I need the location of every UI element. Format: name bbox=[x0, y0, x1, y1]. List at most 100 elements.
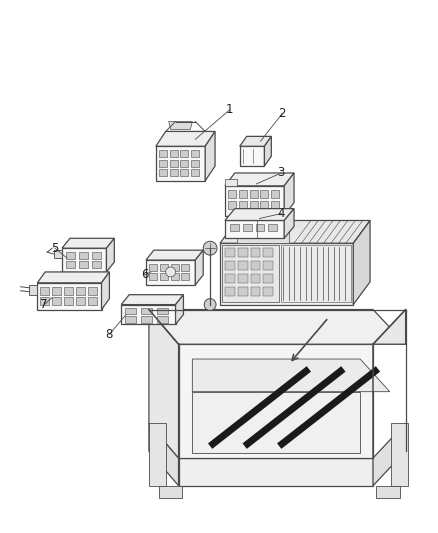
Polygon shape bbox=[237, 221, 289, 243]
Circle shape bbox=[166, 267, 176, 277]
Polygon shape bbox=[240, 146, 265, 166]
Bar bbox=[225, 248, 235, 257]
Polygon shape bbox=[149, 310, 406, 344]
Bar bbox=[263, 261, 273, 270]
Polygon shape bbox=[240, 136, 271, 146]
Polygon shape bbox=[106, 238, 114, 272]
Bar bbox=[243, 224, 251, 231]
Bar bbox=[160, 273, 168, 280]
Text: 8: 8 bbox=[106, 328, 113, 341]
Polygon shape bbox=[225, 179, 237, 186]
Bar bbox=[238, 287, 247, 296]
Polygon shape bbox=[205, 132, 215, 181]
Bar bbox=[261, 190, 268, 198]
Bar bbox=[52, 287, 61, 295]
Bar bbox=[271, 201, 279, 208]
Polygon shape bbox=[265, 136, 271, 166]
Bar bbox=[228, 201, 236, 208]
Polygon shape bbox=[149, 423, 179, 486]
Bar bbox=[250, 201, 258, 208]
Bar bbox=[157, 308, 168, 314]
Bar bbox=[66, 252, 75, 259]
Bar bbox=[76, 287, 85, 295]
Polygon shape bbox=[225, 186, 284, 215]
Bar bbox=[88, 297, 96, 304]
Bar bbox=[125, 308, 136, 314]
Polygon shape bbox=[376, 486, 400, 498]
Polygon shape bbox=[102, 272, 110, 310]
Polygon shape bbox=[37, 272, 110, 283]
Text: 2: 2 bbox=[279, 107, 286, 120]
Bar bbox=[263, 274, 273, 283]
Bar bbox=[238, 248, 247, 257]
Polygon shape bbox=[156, 146, 205, 181]
Text: 4: 4 bbox=[277, 207, 285, 220]
Bar bbox=[230, 224, 239, 231]
Polygon shape bbox=[62, 248, 106, 272]
Polygon shape bbox=[220, 243, 353, 304]
Polygon shape bbox=[284, 208, 294, 238]
Polygon shape bbox=[169, 122, 192, 130]
Bar bbox=[159, 169, 167, 176]
Bar bbox=[263, 248, 273, 257]
Polygon shape bbox=[220, 221, 370, 243]
Bar bbox=[88, 287, 96, 295]
Polygon shape bbox=[192, 392, 360, 453]
Polygon shape bbox=[353, 221, 370, 304]
Polygon shape bbox=[149, 310, 179, 458]
Bar bbox=[141, 308, 152, 314]
Bar bbox=[79, 261, 88, 268]
Text: 6: 6 bbox=[141, 269, 149, 281]
Text: 1: 1 bbox=[226, 103, 233, 116]
Polygon shape bbox=[284, 173, 294, 215]
Polygon shape bbox=[373, 310, 406, 344]
Bar bbox=[157, 317, 168, 324]
Polygon shape bbox=[281, 245, 351, 302]
Polygon shape bbox=[62, 238, 114, 248]
Bar bbox=[160, 264, 168, 271]
Text: 3: 3 bbox=[278, 166, 285, 180]
Bar bbox=[180, 159, 188, 166]
Bar bbox=[251, 274, 261, 283]
Bar bbox=[239, 201, 247, 208]
Polygon shape bbox=[146, 250, 203, 260]
Circle shape bbox=[203, 241, 217, 255]
Polygon shape bbox=[37, 283, 102, 310]
Bar bbox=[79, 252, 88, 259]
Bar bbox=[171, 264, 179, 271]
Bar bbox=[170, 169, 177, 176]
Bar bbox=[125, 317, 136, 324]
Bar bbox=[191, 169, 199, 176]
Polygon shape bbox=[121, 295, 184, 304]
Polygon shape bbox=[159, 486, 183, 498]
Bar bbox=[64, 287, 73, 295]
Bar bbox=[238, 274, 247, 283]
Bar bbox=[251, 287, 261, 296]
Bar bbox=[271, 190, 279, 198]
Bar bbox=[170, 159, 177, 166]
Bar bbox=[149, 273, 157, 280]
Polygon shape bbox=[54, 250, 62, 258]
Bar bbox=[251, 248, 261, 257]
Polygon shape bbox=[121, 304, 176, 325]
Bar bbox=[225, 287, 235, 296]
Bar bbox=[228, 190, 236, 198]
Bar bbox=[263, 287, 273, 296]
Text: 7: 7 bbox=[40, 298, 48, 311]
Polygon shape bbox=[29, 285, 37, 295]
Bar bbox=[225, 261, 235, 270]
Bar bbox=[159, 150, 167, 157]
Bar bbox=[191, 150, 199, 157]
Polygon shape bbox=[391, 423, 408, 486]
Bar bbox=[92, 252, 101, 259]
Bar bbox=[180, 150, 188, 157]
Bar bbox=[238, 261, 247, 270]
Bar bbox=[40, 297, 49, 304]
Polygon shape bbox=[225, 221, 284, 238]
Bar bbox=[268, 224, 277, 231]
Polygon shape bbox=[373, 423, 406, 486]
Bar bbox=[261, 201, 268, 208]
Bar bbox=[52, 297, 61, 304]
Bar bbox=[225, 274, 235, 283]
Bar bbox=[170, 150, 177, 157]
